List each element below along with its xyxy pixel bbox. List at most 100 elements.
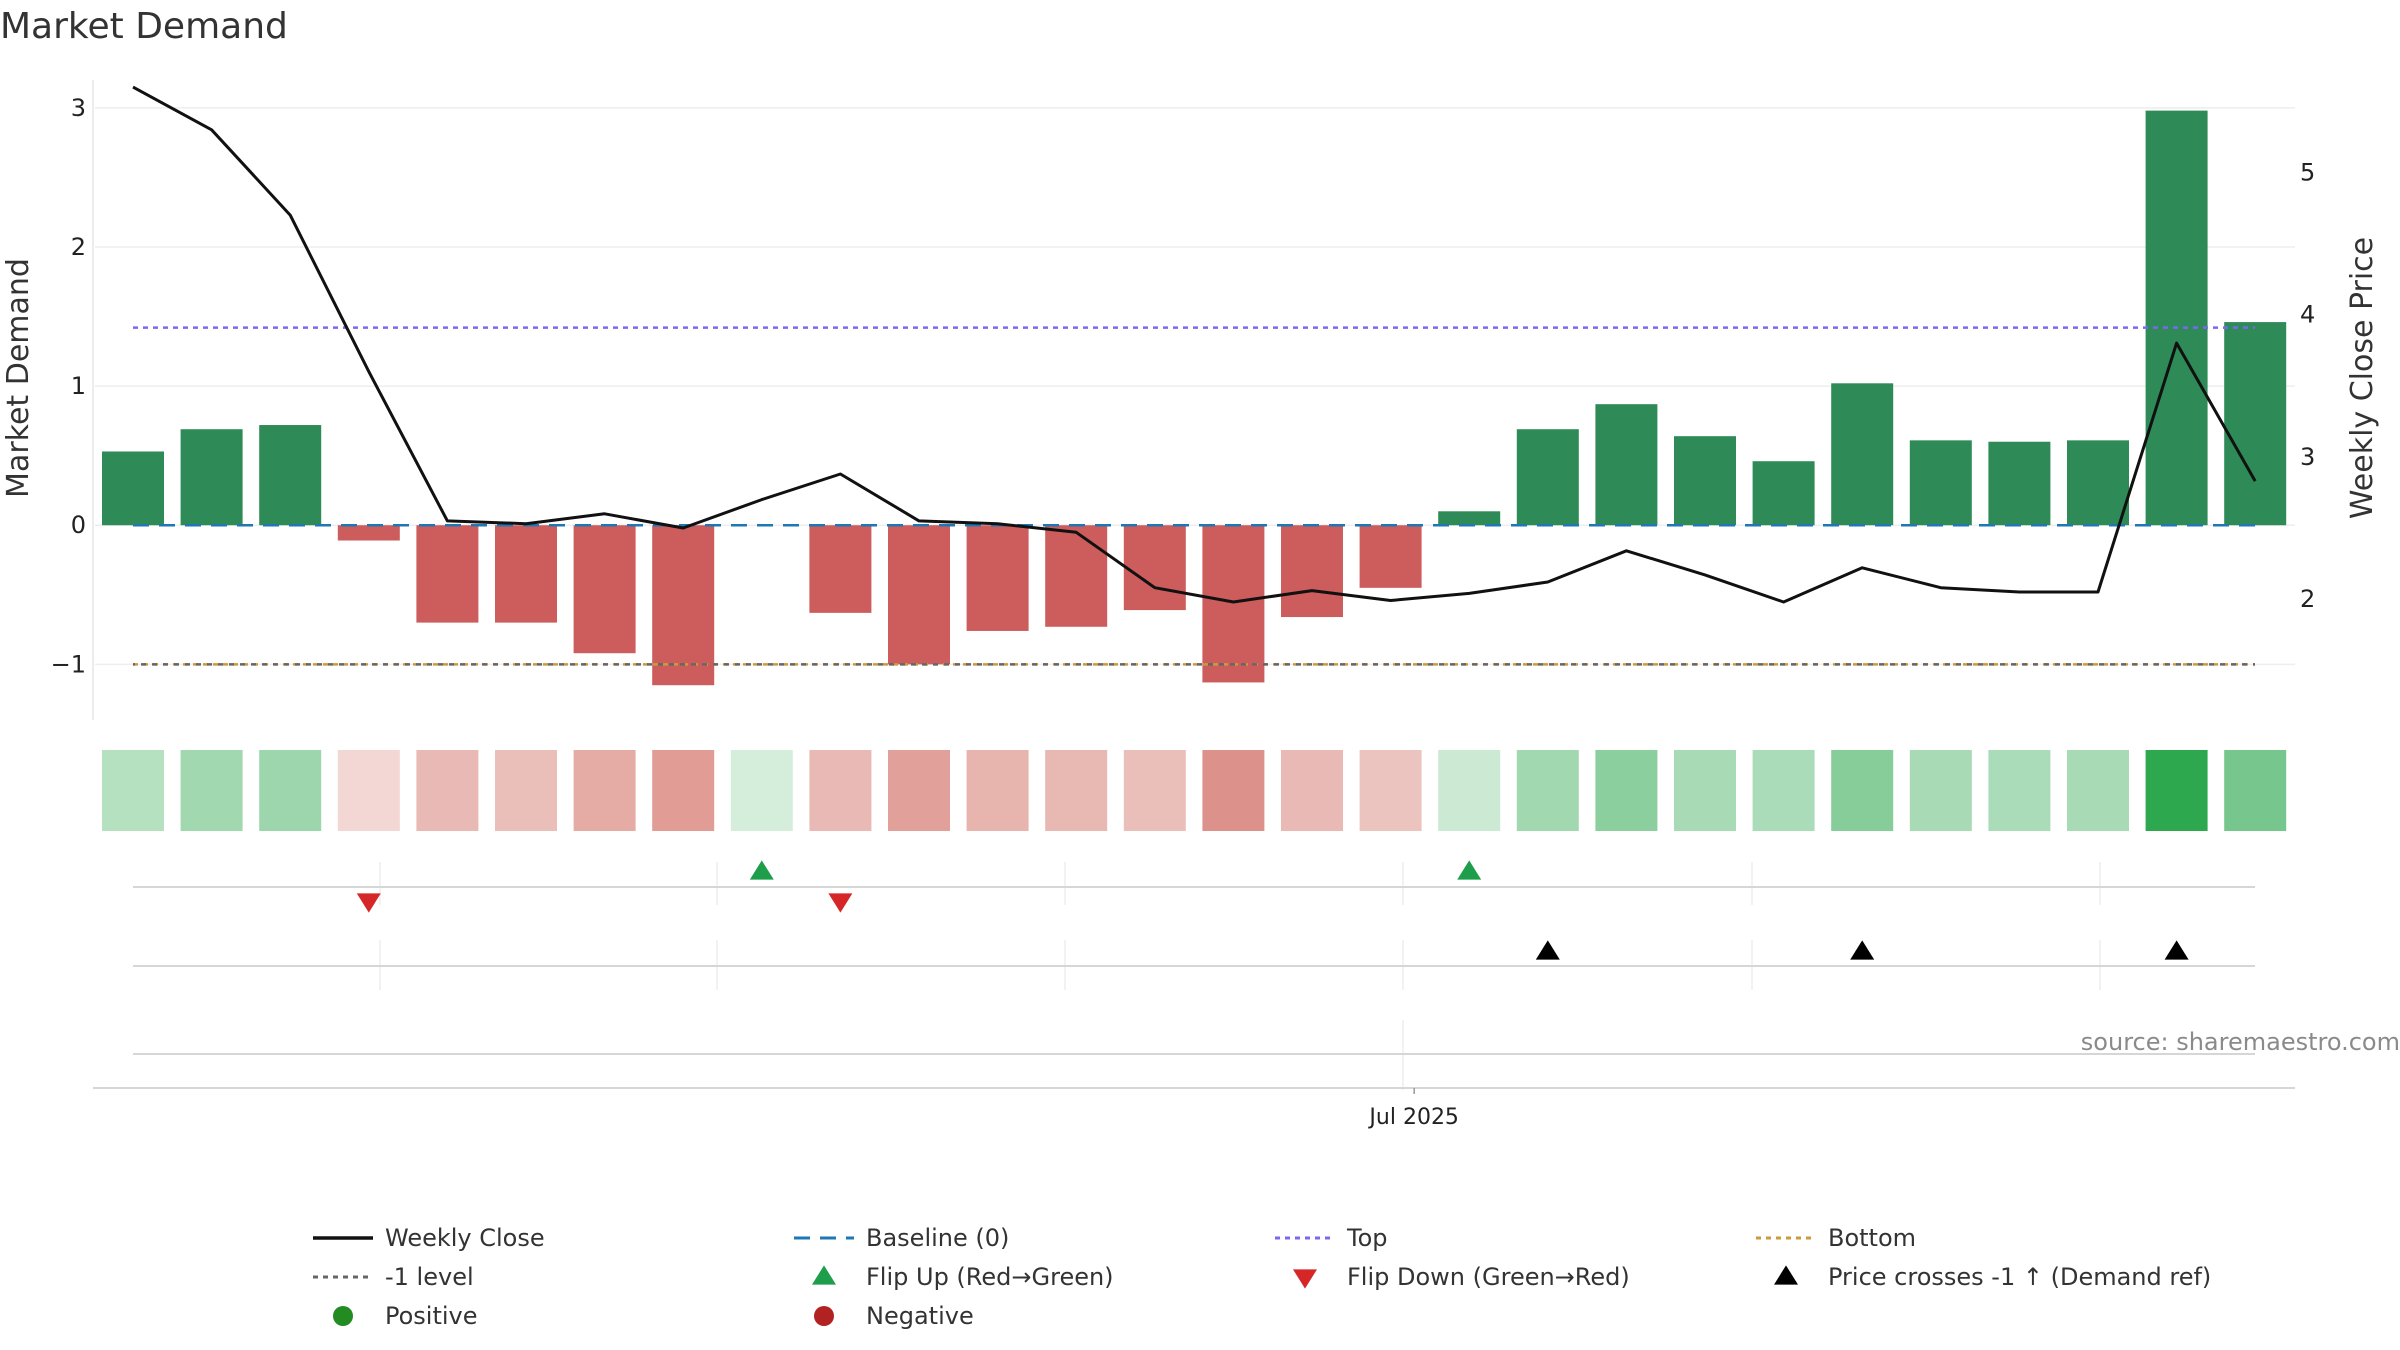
- strip-cell: [1202, 750, 1265, 831]
- strip-cell: [259, 750, 322, 831]
- chart-title: Market Demand: [0, 6, 288, 47]
- legend-item: Price crosses -1 ↑ (Demand ref): [1774, 1263, 2211, 1291]
- demand-bar: [2067, 440, 2129, 526]
- strip-cell: [1045, 750, 1108, 831]
- y-tick-label: 3: [71, 94, 86, 122]
- y2-axis-title: Weekly Close Price: [2345, 237, 2380, 519]
- demand-bar: [102, 451, 164, 526]
- demand-bar: [888, 525, 950, 665]
- legend-label: -1 level: [385, 1263, 474, 1291]
- y2-tick-label: 4: [2300, 301, 2315, 329]
- y2-tick-label: 5: [2300, 158, 2315, 186]
- strip-cell: [2067, 750, 2129, 831]
- demand-bar: [495, 525, 557, 623]
- price-cross-marker: [2164, 940, 2189, 960]
- strip-cell: [1123, 750, 1186, 831]
- y2-tick-label: 3: [2300, 443, 2315, 471]
- demand-bar: [1752, 461, 1815, 526]
- strip-cell: [1988, 750, 2051, 831]
- legend-label: Weekly Close: [385, 1224, 545, 1252]
- legend: Weekly Close Baseline (0) Top Bottom -1 leve…: [313, 1224, 2211, 1330]
- y2-tick-label: 2: [2300, 585, 2315, 613]
- demand-bar: [259, 425, 322, 526]
- strip-cell: [102, 750, 164, 831]
- legend-label: Top: [1346, 1224, 1388, 1252]
- legend-label: Flip Down (Green→Red): [1347, 1263, 1630, 1291]
- demand-bar: [809, 525, 872, 613]
- legend-item: Baseline (0): [794, 1224, 1009, 1252]
- demand-bar: [1988, 441, 2051, 526]
- strip-cell: [1674, 750, 1736, 831]
- flip-up-marker: [1457, 860, 1482, 880]
- x-axis: Jul 2025: [93, 1087, 2295, 1130]
- legend-item: Flip Down (Green→Red): [1293, 1263, 1630, 1291]
- demand-bar: [1674, 436, 1736, 526]
- weekly-close-line: [132, 85, 2257, 604]
- bars-layer: [102, 110, 2287, 686]
- strip-cell: [1595, 750, 1658, 831]
- demand-bar: [1359, 525, 1422, 588]
- legend-swatch-triangle-up: [812, 1265, 836, 1285]
- demand-bar: [416, 525, 479, 623]
- flip-up-marker: [749, 860, 774, 880]
- y-axis-ticks: −1 0 1 2 3 2 3 4 5: [51, 94, 2316, 679]
- legend-item: Flip Up (Red→Green): [812, 1263, 1114, 1291]
- demand-bar: [1045, 525, 1108, 627]
- strip-cell: [1909, 750, 1972, 831]
- legend-item: Positive: [333, 1302, 478, 1330]
- intensity-strip: [102, 750, 2287, 831]
- legend-label: Baseline (0): [866, 1224, 1009, 1252]
- legend-label: Positive: [385, 1302, 478, 1330]
- strip-cell: [730, 750, 793, 831]
- strip-cell: [1516, 750, 1579, 831]
- legend-item: -1 level: [313, 1263, 474, 1291]
- demand-bar: [652, 525, 715, 686]
- demand-bar: [573, 525, 636, 654]
- legend-item: Weekly Close: [313, 1224, 545, 1252]
- demand-bar: [1281, 525, 1343, 618]
- strip-cell: [337, 750, 400, 831]
- strip-cell: [495, 750, 557, 831]
- x-tick-label: Jul 2025: [1367, 1105, 1459, 1130]
- strip-cell: [966, 750, 1029, 831]
- strip-cell: [180, 750, 243, 831]
- flip-down-marker: [828, 893, 853, 913]
- strip-cell: [809, 750, 872, 831]
- legend-swatch-dot: [814, 1306, 834, 1326]
- demand-bar: [1909, 440, 1972, 526]
- grid-layer: [92, 80, 2295, 720]
- legend-swatch-triangle-up: [1774, 1265, 1798, 1285]
- strip-cell: [1752, 750, 1815, 831]
- demand-bar: [2145, 110, 2208, 526]
- demand-bar: [1595, 404, 1658, 526]
- strip-cell: [2224, 750, 2287, 831]
- y-tick-label: 1: [71, 372, 86, 400]
- reference-lines-layer: [133, 326, 2255, 666]
- demand-bar: [1831, 383, 1894, 526]
- demand-bar: [1516, 429, 1579, 526]
- legend-swatch-triangle-down: [1293, 1269, 1317, 1289]
- strip-cell: [1831, 750, 1894, 831]
- legend-item: Bottom: [1756, 1224, 1916, 1252]
- legend-label: Price crosses -1 ↑ (Demand ref): [1828, 1263, 2211, 1291]
- y-tick-label: −1: [51, 650, 86, 678]
- demand-bar: [966, 525, 1029, 631]
- event-markers-layer: [133, 860, 2255, 1090]
- demand-bar: [180, 429, 243, 526]
- y-tick-label: 0: [71, 511, 86, 539]
- price-line-layer: [132, 85, 2257, 604]
- strip-cell: [1359, 750, 1422, 831]
- strip-cell: [573, 750, 636, 831]
- strip-cell: [1438, 750, 1501, 831]
- legend-label: Bottom: [1828, 1224, 1916, 1252]
- flip-down-marker: [356, 893, 381, 913]
- legend-item: Negative: [814, 1302, 974, 1330]
- legend-item: Top: [1275, 1224, 1388, 1252]
- demand-bar: [1202, 525, 1265, 683]
- strip-cell: [652, 750, 715, 831]
- y-axis-title: Market Demand: [1, 258, 36, 498]
- strip-cell: [1281, 750, 1343, 831]
- demand-bar: [337, 525, 400, 541]
- legend-label: Negative: [866, 1302, 974, 1330]
